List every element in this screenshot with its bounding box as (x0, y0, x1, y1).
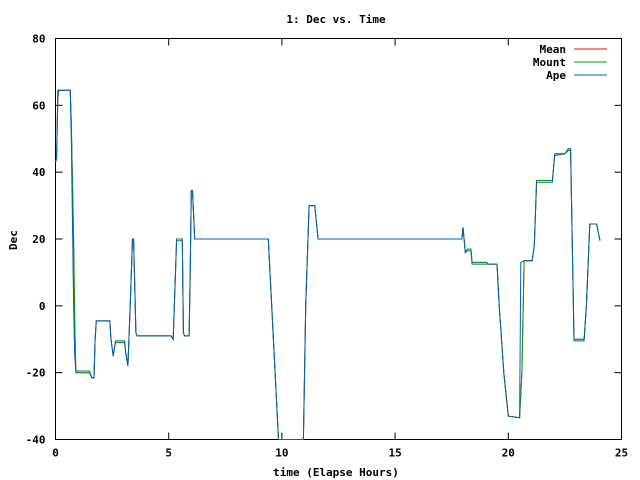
x-tick-label: 0 (52, 447, 59, 460)
x-axis-label: time (Elapse Hours) (273, 466, 399, 479)
x-tick-label: 25 (615, 447, 628, 460)
axis-ticks: 0 5 10 15 20 25 -40 -20 0 20 40 60 80 (26, 33, 629, 460)
legend-label-ape: Ape (546, 69, 566, 82)
x-tick-label: 15 (388, 447, 401, 460)
x-tick-label: 20 (502, 447, 515, 460)
legend-label-mean: Mean (540, 43, 567, 56)
y-tick-label: 0 (39, 300, 46, 313)
y-tick-label: 60 (32, 99, 45, 112)
series-line-mount (55, 89, 601, 440)
y-tick-label: -40 (26, 434, 46, 447)
y-tick-label: 20 (32, 233, 45, 246)
legend-label-mount: Mount (533, 56, 566, 69)
chart-title: 1: Dec vs. Time (286, 13, 386, 26)
x-tick-label: 10 (275, 447, 288, 460)
x-tick-label: 5 (165, 447, 172, 460)
y-axis-label: Dec (7, 230, 20, 250)
y-tick-label: 40 (32, 166, 45, 179)
y-tick-label: -20 (26, 367, 46, 380)
y-tick-label: 80 (32, 33, 45, 46)
series-line-mean (55, 89, 601, 440)
series-lines (55, 89, 601, 440)
series-line-ape (55, 89, 601, 440)
